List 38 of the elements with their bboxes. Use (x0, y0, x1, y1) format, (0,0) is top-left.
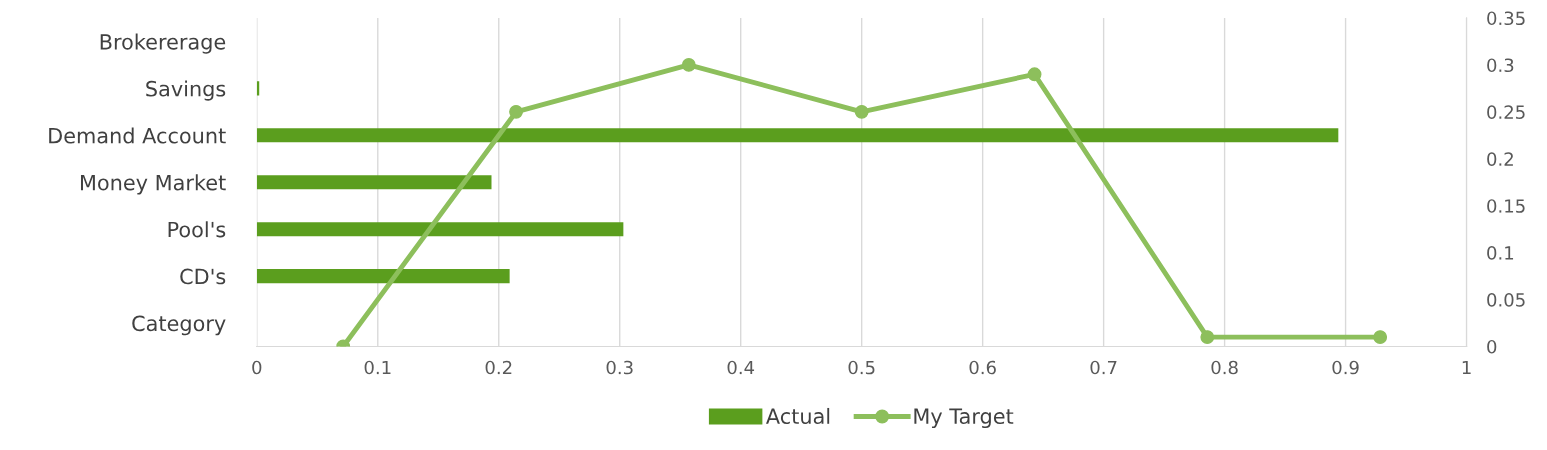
y-tick-label: 0.15 (1487, 199, 1525, 213)
y-tick-label: 0.1 (1487, 246, 1514, 260)
point (509, 104, 523, 119)
point (1027, 67, 1042, 82)
x-tick-label: 0.4 (727, 360, 755, 375)
x-tick-label: 0.1 (364, 360, 391, 375)
point (1373, 330, 1388, 345)
legend-label: My Target (914, 408, 1014, 429)
y-tick-label: 0.3 (1487, 58, 1514, 73)
bar (256, 175, 492, 190)
bar (256, 128, 1339, 143)
y-tick-label: Money Market (80, 174, 226, 195)
y-tick-label: Demand Account (49, 127, 226, 144)
y-tick-label: CD's (180, 268, 226, 285)
bar (256, 269, 510, 284)
x-tick-label: 1 (1462, 360, 1471, 375)
x-tick-label: 0.3 (606, 360, 633, 375)
legend-label: Actual (766, 407, 830, 425)
x-tick-label: 0.7 (1090, 360, 1117, 375)
y-tick-label: Savings (146, 80, 226, 101)
x-tick-label: 0.8 (1211, 360, 1238, 375)
y-tick-label: 0.25 (1487, 105, 1525, 119)
bar (256, 222, 624, 237)
point (1200, 330, 1215, 345)
y-tick-label: Category (132, 315, 226, 336)
x-tick-label: 0.9 (1332, 360, 1359, 375)
y-tick-label: 0.05 (1487, 293, 1525, 307)
y-tick-label: Pool's (168, 221, 226, 238)
point (854, 104, 869, 119)
x-tick-label: 0.5 (848, 360, 875, 375)
x-tick-label: 0 (252, 360, 262, 375)
point (681, 57, 696, 72)
x-tick-label: 0.6 (969, 360, 996, 375)
y-tick-label: 0 (1487, 339, 1497, 354)
x-tick-label: 0.2 (485, 360, 512, 375)
y-tick-label: Brokererage (100, 33, 226, 54)
y-tick-label: 0.2 (1487, 152, 1513, 166)
y-tick-label: 0.35 (1487, 11, 1525, 26)
